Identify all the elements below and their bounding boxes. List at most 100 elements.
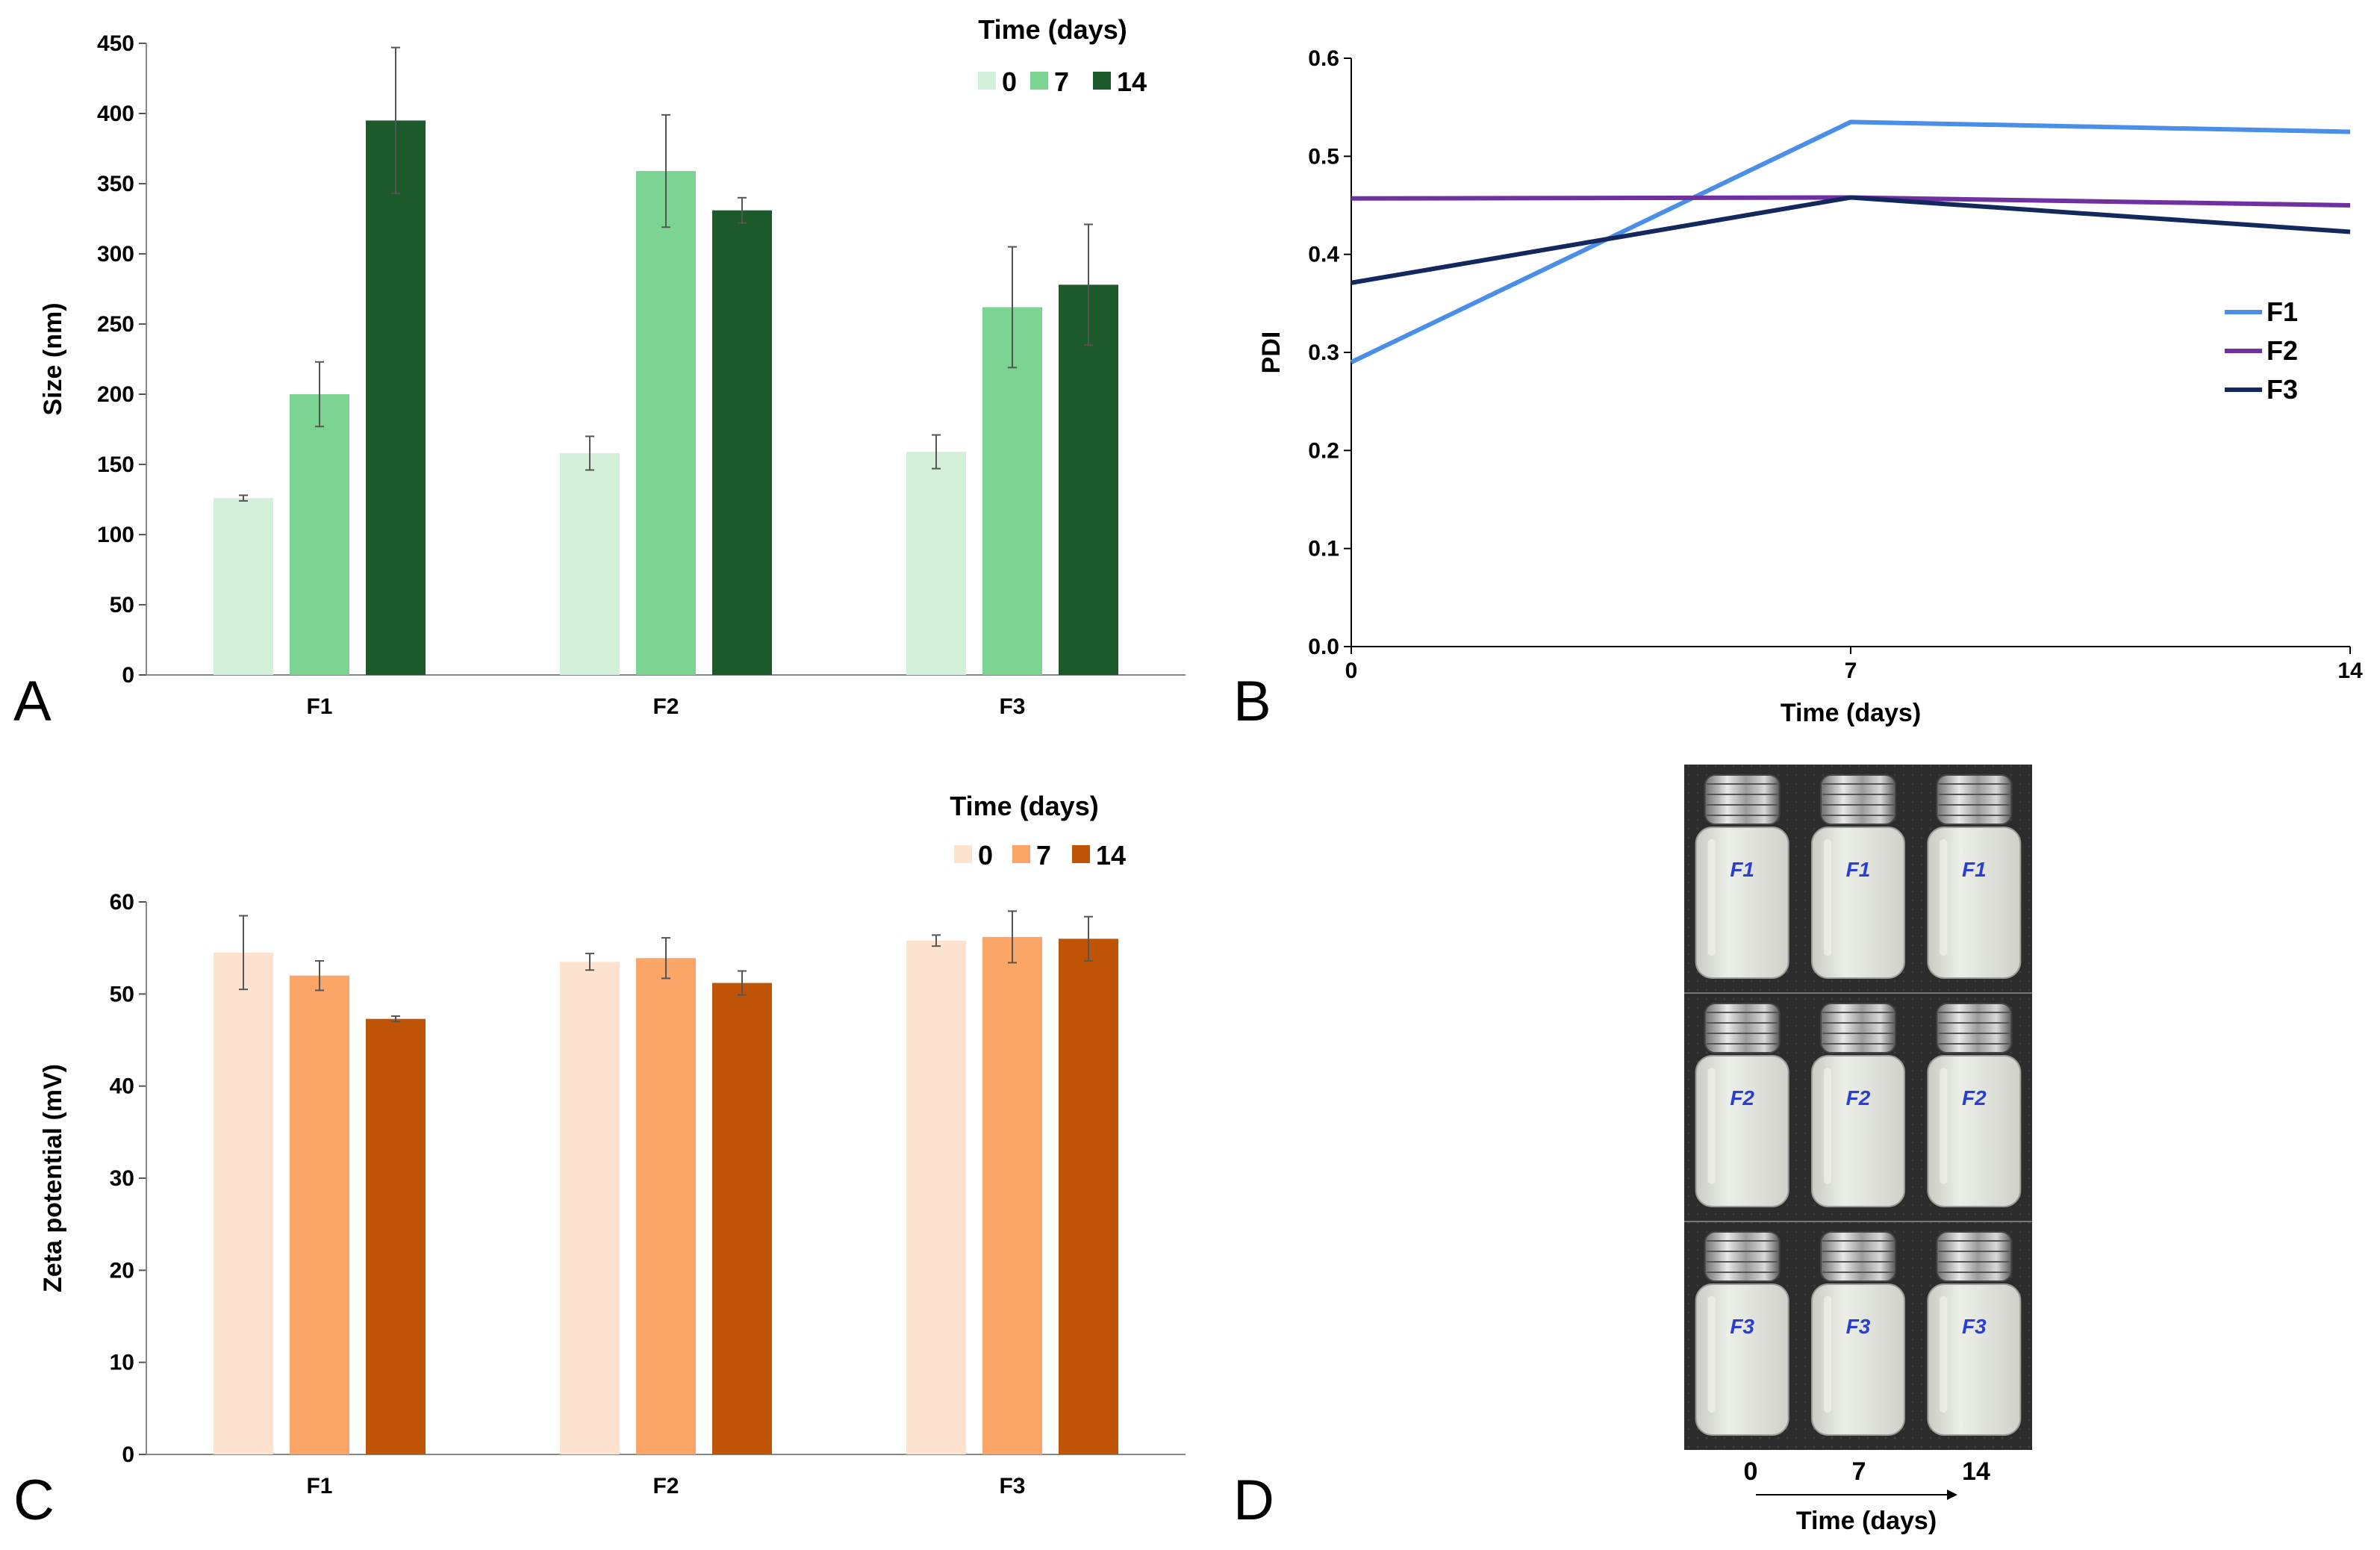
panel-c-errorbar-F2-day7: [661, 937, 670, 980]
vial-label-F1: F1: [1962, 858, 1987, 881]
vial-F2-col0: F2: [1695, 1003, 1789, 1207]
panel-a-bar-F2-day14: [712, 210, 772, 676]
panel-c-ytick-label: 50: [110, 982, 134, 1006]
panel-a-category-label: F3: [999, 694, 1025, 719]
panel-c-ytick-label: 0: [122, 1442, 134, 1467]
photo-time-tick-7: 7: [1852, 1457, 1866, 1486]
vial-F1-col0: F1: [1695, 774, 1789, 979]
panel-c-bar-F1-day7: [290, 975, 349, 1454]
panel-b-ytick-label: 0.5: [1308, 144, 1339, 169]
vial-F3-col2: F3: [1927, 1231, 2022, 1436]
panel-c-errorbar-F3-day7: [1008, 910, 1017, 964]
vial-label-F2: F2: [1962, 1086, 1987, 1109]
panel-c-legend-swatch-day14: [1072, 845, 1090, 863]
panel-a-bar-F1-day7: [290, 394, 349, 675]
panel-b-ytick-label: 0.1: [1308, 537, 1339, 561]
photo-time-arrow-head: [1947, 1490, 1957, 1500]
panel-a-legend-swatch-day0: [978, 72, 996, 90]
panel-d-vial-photo: F1 F1 F1 F2 F2 F2 F3 F3 F3 0 7 14 Time (days): [1684, 765, 2032, 1535]
panel-c-bar-F3-day14: [1059, 939, 1118, 1454]
photo-time-label: Time (days): [1796, 1507, 1937, 1535]
vial-F3-col1: F3: [1811, 1231, 1905, 1436]
panel-a-errorbar-F1-day0: [239, 494, 248, 502]
panel-c-errorbar-F3-day0: [932, 934, 941, 947]
panel-b-line-F1: [1350, 119, 2351, 364]
panel-c-errorbar-F2-day0: [585, 953, 594, 971]
panel-a-bar-F2-day7: [636, 171, 696, 675]
panel-a-bar-F3-day14: [1059, 284, 1118, 675]
panel-a-ytick-label: 200: [97, 382, 134, 407]
panel-c-errorbar-F3-day14: [1084, 915, 1093, 962]
panel-a-bar-F3-day7: [982, 307, 1042, 675]
panel-b-y-axis-title: PDI: [1257, 332, 1286, 374]
panel-b-xtick-label: 14: [2337, 659, 2363, 683]
panel-a-category-label: F1: [306, 694, 332, 719]
panel-a-legend-swatch-day7: [1030, 72, 1048, 90]
panel-a-ytick-label: 450: [97, 31, 134, 56]
panel-a-errorbar-F3-day14: [1084, 223, 1093, 346]
panel-a-legend-label-day0: 0: [1002, 66, 1017, 97]
panel-a-size-chart: 0 50 100 150 200 250 300 350 400 450 F1 F2 F3 Size (n…: [39, 14, 1186, 719]
panel-a-errorbar-F3-day0: [932, 434, 941, 470]
vial-F2-col2: F2: [1927, 1003, 2022, 1207]
panel-c-errorbar-F1-day0: [239, 915, 248, 991]
panel-c-bar-F2-day7: [636, 958, 696, 1454]
panel-c-bar-F1-day14: [366, 1018, 426, 1454]
vial-label-F2: F2: [1846, 1086, 1871, 1109]
panel-label-a: A: [13, 670, 52, 733]
panel-a-y-axis-title: Size (nm): [39, 302, 67, 415]
panel-c-ytick-label: 10: [110, 1351, 134, 1375]
panel-a-ytick-label: 300: [97, 242, 134, 267]
vial-label-F1: F1: [1730, 858, 1754, 881]
photo-time-tick-14: 14: [1962, 1457, 1990, 1486]
vial-label-F2: F2: [1730, 1086, 1754, 1109]
panel-c-bar-F3-day7: [982, 936, 1042, 1454]
panel-b-ytick-label: 0.6: [1308, 46, 1339, 71]
panel-b-line-F3: [1351, 195, 2351, 285]
vial-label-F1: F1: [1846, 858, 1871, 881]
panel-a-errorbar-F3-day7: [1008, 246, 1017, 369]
panel-c-legend-label-day14: 14: [1096, 840, 1126, 871]
vial-F2-col1: F2: [1811, 1003, 1905, 1207]
panel-label-b: B: [1233, 670, 1271, 733]
panel-a-errorbar-F1-day7: [315, 361, 324, 428]
panel-c-ytick-label: 40: [110, 1074, 134, 1099]
panel-c-bar-F2-day14: [712, 983, 772, 1454]
panel-b-xtick-label: 7: [1845, 659, 1857, 683]
panel-c-bar-F2-day0: [560, 962, 620, 1454]
panel-c-errorbar-F1-day14: [391, 1015, 400, 1023]
panel-a-errorbar-F2-day7: [661, 113, 670, 228]
panel-c-legend-swatch-day7: [1012, 845, 1030, 863]
panel-c-category-label: F3: [999, 1474, 1025, 1498]
vial-F1-col2: F1: [1927, 774, 2022, 979]
panel-a-bar-F1-day0: [214, 498, 273, 675]
panel-b-legend-label-F1: F1: [2267, 296, 2298, 327]
vial-F1-col1: F1: [1811, 774, 1905, 979]
panel-c-category-label: F2: [652, 1474, 679, 1498]
panel-b-legend-label-F2: F2: [2267, 335, 2298, 366]
panel-c-category-label: F1: [306, 1474, 332, 1498]
panel-c-errorbar-F2-day14: [738, 970, 747, 996]
vial-label-F3: F3: [1730, 1315, 1754, 1338]
panel-a-ytick-label: 350: [97, 172, 134, 196]
panel-a-category-label: F2: [652, 694, 679, 719]
panel-c-bar-F3-day0: [906, 940, 966, 1454]
panel-c-y-axis-title: Zeta potential (mV): [39, 1064, 67, 1292]
vial-label-F3: F3: [1846, 1315, 1871, 1338]
panel-c-legend-title: Time (days): [950, 791, 1098, 821]
panel-b-xtick-label: 0: [1345, 659, 1358, 683]
panel-a-legend-title: Time (days): [978, 14, 1127, 45]
panel-c-zeta-chart: 0 10 20 30 40 50 60 F1 F2 F3 Zeta potential (mV) Ti…: [39, 791, 1186, 1498]
panel-a-ytick-label: 150: [97, 452, 134, 477]
panel-b-ytick-label: 0.2: [1308, 438, 1339, 463]
panel-a-bar-F2-day0: [560, 452, 620, 675]
panel-c-ytick-label: 20: [110, 1258, 134, 1283]
panel-label-c: C: [13, 1469, 54, 1532]
panel-c-legend-label-day0: 0: [978, 840, 993, 871]
panel-c-ytick-label: 60: [110, 890, 134, 915]
panel-b-legend-label-F3: F3: [2267, 374, 2298, 405]
panel-b-ytick-label: 0.3: [1308, 340, 1339, 365]
panel-a-ytick-label: 250: [97, 312, 134, 337]
panel-a-errorbar-F1-day14: [391, 46, 400, 195]
